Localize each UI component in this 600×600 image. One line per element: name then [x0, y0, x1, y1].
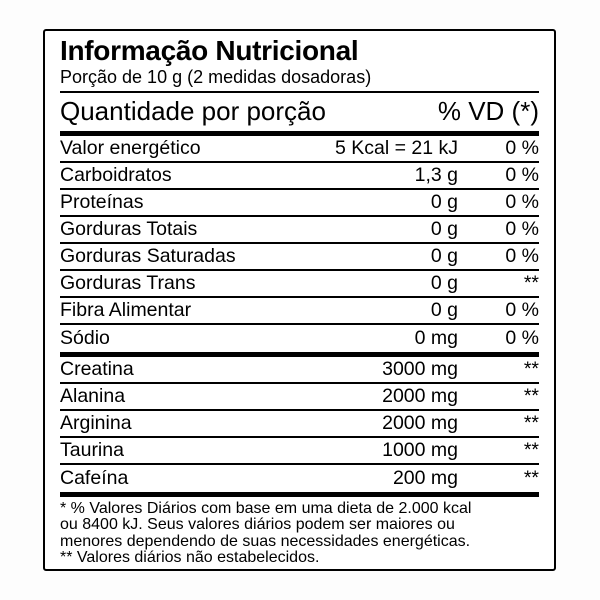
serving-size-text: Porção de 10 g (2 medidas dosadoras): [60, 67, 372, 87]
nutrient-vd: 0 %: [505, 164, 539, 186]
table-header-row: Quantidade por porção % VD (*): [60, 93, 539, 131]
nutrient-amount: 0 g: [430, 191, 458, 213]
divider-thin: [60, 91, 539, 93]
table-row: Alanina 2000 mg **: [60, 384, 539, 411]
nutrient-amount: 1,3 g: [414, 164, 458, 186]
table-row: Fibra Alimentar 0 g 0 %: [60, 298, 539, 325]
divider-thick: [60, 131, 539, 136]
table-row: Gorduras Saturadas 0 g 0 %: [60, 244, 539, 271]
nutrient-amount: 5 Kcal = 21 kJ: [334, 137, 458, 159]
nutrient-vd: 0 %: [505, 191, 539, 213]
table-row: Proteínas 0 g 0 %: [60, 190, 539, 217]
nutrient-name: Carboidratos: [60, 164, 172, 186]
table-row: Valor energético 5 Kcal = 21 kJ 0 %: [60, 136, 539, 163]
page-title: Informação Nutricional: [60, 35, 359, 66]
nutrient-vd: 0 %: [505, 327, 539, 349]
nutrient-amount: 2000 mg: [382, 385, 458, 407]
nutrient-vd: 0 %: [505, 218, 539, 240]
nutrient-name: Arginina: [60, 412, 132, 434]
table-row: Carboidratos 1,3 g 0 %: [60, 163, 539, 190]
table-row: Gorduras Totais 0 g 0 %: [60, 217, 539, 244]
nutrient-amount: 0 g: [430, 272, 458, 294]
nutrient-name: Cafeína: [60, 467, 129, 489]
table-row: Creatina 3000 mg **: [60, 357, 539, 384]
nutrient-name: Sódio: [60, 327, 110, 349]
nutrient-vd: **: [523, 467, 539, 489]
footnote-line: ** Valores diários não estabelecidos.: [60, 548, 320, 566]
nutrient-amount: 1000 mg: [382, 439, 458, 461]
nutrient-name: Gorduras Totais: [60, 218, 198, 240]
divider-thick: [60, 352, 539, 357]
nutrient-vd: **: [523, 385, 539, 407]
nutrient-name: Proteínas: [60, 191, 144, 213]
nutrient-amount: 0 g: [430, 245, 458, 267]
nutrient-name: Alanina: [60, 385, 126, 407]
nutrient-name: Valor energético: [60, 137, 201, 159]
nutrient-name: Gorduras Trans: [60, 272, 196, 294]
table-row: Sódio 0 mg 0 %: [60, 325, 539, 352]
nutrient-name: Gorduras Saturadas: [60, 245, 236, 267]
table-row: Gorduras Trans 0 g **: [60, 271, 539, 298]
nutrient-amount: 200 mg: [392, 467, 458, 489]
footnote-line: * % Valores Diários com base em uma diet…: [60, 500, 472, 517]
divider-thick: [60, 492, 539, 497]
footnotes: * % Valores Diários com base em uma diet…: [60, 497, 539, 566]
column-header-vd: % VD (*): [437, 96, 539, 126]
nutrient-vd: 0 %: [505, 137, 539, 159]
nutrient-vd: **: [523, 439, 539, 461]
nutrient-vd: **: [523, 358, 539, 380]
column-header-quantity: Quantidade por porção: [60, 96, 326, 126]
nutrient-vd: **: [523, 272, 539, 294]
nutrient-name: Creatina: [60, 358, 134, 380]
nutrient-amount: 2000 mg: [382, 412, 458, 434]
nutrient-amount: 3000 mg: [382, 358, 458, 380]
table-row: Taurina 1000 mg **: [60, 438, 539, 465]
footnote-line: ou 8400 kJ. Seus valores diários podem s…: [60, 516, 455, 534]
nutrient-amount: 0 g: [430, 218, 458, 240]
nutrient-vd: 0 %: [505, 245, 539, 267]
table-row: Cafeína 200 mg **: [60, 465, 539, 492]
footnote-line: menores dependendo de suas necessidades …: [60, 532, 471, 550]
nutrient-vd: **: [523, 412, 539, 434]
nutrition-label: Informação Nutricional Porção de 10 g (2…: [43, 29, 556, 571]
nutrient-amount: 0 g: [430, 299, 458, 321]
table-row: Arginina 2000 mg **: [60, 411, 539, 438]
nutrient-amount: 0 mg: [414, 327, 458, 349]
nutrient-name: Taurina: [60, 439, 124, 461]
nutrient-vd: 0 %: [505, 299, 539, 321]
nutrient-name: Fibra Alimentar: [60, 299, 192, 321]
